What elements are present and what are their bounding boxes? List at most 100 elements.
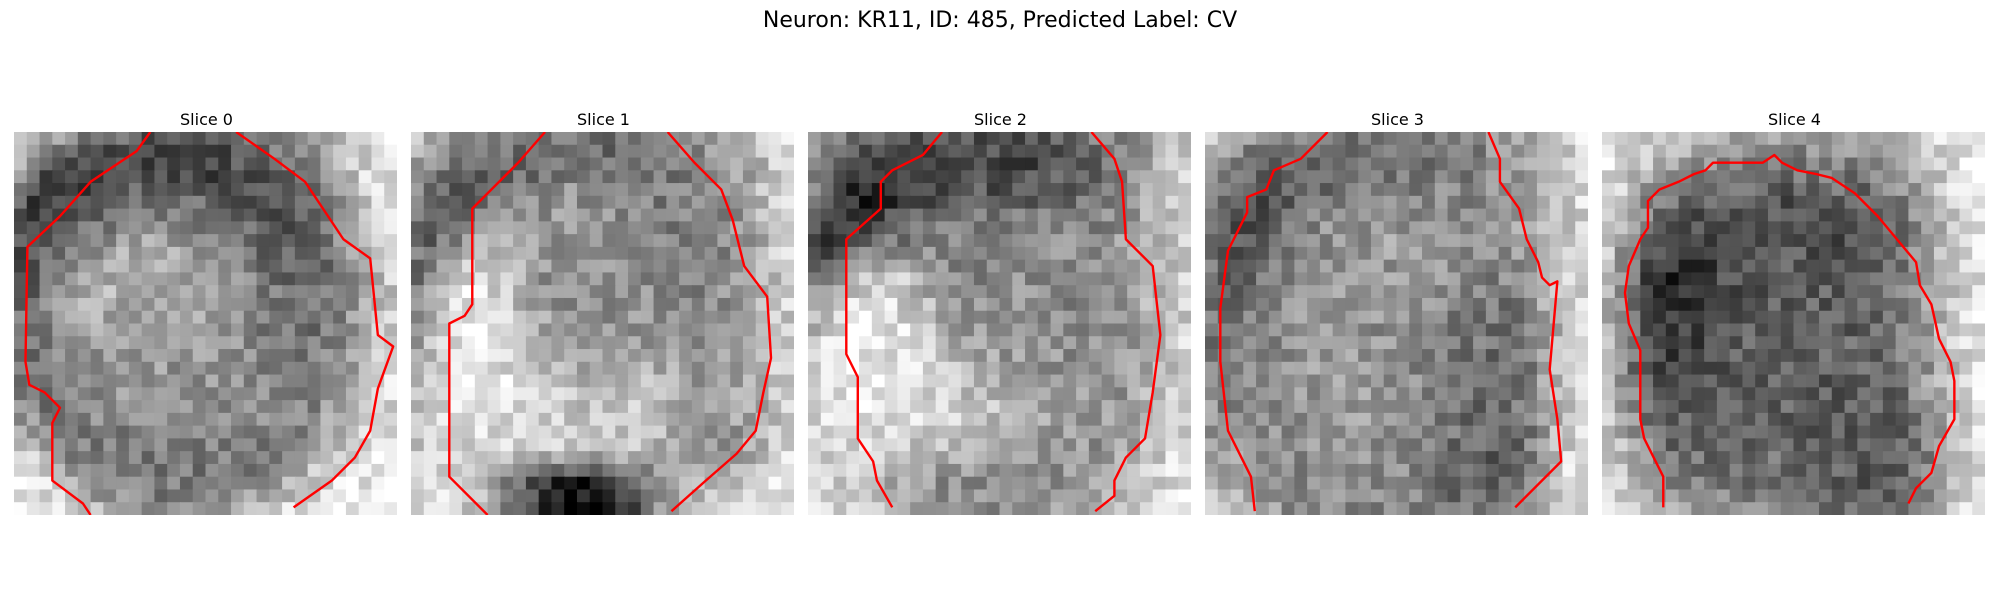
image-pixel: [371, 157, 385, 172]
image-pixel: [1114, 361, 1128, 376]
image-pixel: [513, 170, 527, 184]
image-pixel: [487, 451, 502, 465]
image-pixel: [333, 195, 347, 210]
image-pixel: [1256, 297, 1270, 312]
image-pixel: [1012, 387, 1026, 401]
image-pixel: [717, 412, 731, 427]
image-pixel: [1012, 336, 1026, 350]
image-pixel: [768, 170, 782, 184]
image-pixel: [973, 157, 988, 172]
image-pixel: [717, 272, 731, 286]
image-pixel: [1767, 272, 1782, 286]
image-pixel: [243, 451, 258, 465]
image-pixel: [1665, 323, 1680, 338]
image-pixel: [1653, 336, 1667, 350]
image-pixel: [269, 132, 283, 146]
image-pixel: [1434, 463, 1449, 478]
image-pixel: [1857, 336, 1871, 350]
image-pixel: [487, 463, 502, 478]
image-pixel: [935, 438, 950, 452]
image-pixel: [1076, 310, 1090, 325]
image-pixel: [820, 476, 835, 491]
image-pixel: [192, 438, 207, 452]
image-pixel: [231, 336, 245, 350]
image-pixel: [218, 361, 232, 376]
image-pixel: [1178, 476, 1191, 491]
image-pixel: [282, 310, 296, 325]
image-pixel: [1742, 374, 1756, 389]
image-pixel: [1447, 234, 1462, 248]
image-pixel: [1742, 259, 1756, 274]
image-pixel: [1742, 310, 1756, 325]
image-pixel: [1345, 157, 1359, 172]
image-pixel: [1281, 349, 1296, 363]
image-pixel: [1933, 208, 1948, 223]
image-pixel: [1729, 259, 1744, 274]
image-pixel: [513, 463, 527, 478]
image-pixel: [52, 489, 66, 503]
image-pixel: [1370, 310, 1385, 325]
image-pixel: [755, 157, 770, 172]
image-pixel: [768, 374, 782, 389]
image-pixel: [948, 489, 962, 503]
image-pixel: [52, 438, 66, 452]
image-pixel: [1396, 310, 1411, 325]
image-pixel: [1895, 502, 1910, 515]
image-pixel: [320, 132, 334, 146]
image-pixel: [1434, 285, 1449, 299]
image-pixel: [564, 387, 578, 401]
image-pixel: [640, 285, 655, 299]
image-pixel: [192, 183, 207, 197]
image-pixel: [256, 323, 271, 338]
image-pixel: [256, 246, 271, 261]
image-pixel: [411, 349, 425, 363]
image-pixel: [1396, 246, 1411, 261]
image-pixel: [1575, 489, 1588, 503]
image-pixel: [333, 144, 347, 159]
image-pixel: [231, 234, 245, 248]
image-pixel: [1114, 374, 1128, 389]
image-pixel: [679, 246, 693, 261]
image-pixel: [179, 463, 194, 478]
image-pixel: [192, 285, 207, 299]
image-pixel: [320, 438, 334, 452]
image-pixel: [781, 246, 794, 261]
image-pixel: [691, 336, 706, 350]
image-pixel: [1640, 246, 1654, 261]
image-pixel: [1460, 336, 1474, 350]
image-pixel: [1281, 234, 1296, 248]
image-pixel: [846, 463, 860, 478]
image-pixel: [1319, 412, 1334, 427]
image-pixel: [1370, 144, 1385, 159]
image-pixel: [1101, 349, 1116, 363]
image-pixel: [205, 502, 220, 515]
image-pixel: [1908, 183, 1922, 197]
image-pixel: [1895, 259, 1910, 274]
image-pixel: [1640, 285, 1654, 299]
image-pixel: [589, 476, 604, 491]
image-pixel: [859, 234, 873, 248]
image-pixel: [474, 349, 489, 363]
image-pixel: [1139, 387, 1154, 401]
image-pixel: [1243, 285, 1257, 299]
image-pixel: [551, 170, 565, 184]
image-pixel: [679, 183, 693, 197]
image-pixel: [755, 170, 770, 184]
image-pixel: [411, 297, 425, 312]
slice-panel-4: Slice 4: [1602, 108, 1987, 515]
image-pixel: [1908, 234, 1922, 248]
image-pixel: [384, 246, 397, 261]
image-pixel: [1498, 208, 1513, 223]
image-pixel: [640, 489, 655, 503]
image-pixel: [1037, 425, 1052, 440]
image-pixel: [1602, 476, 1616, 491]
image-pixel: [1972, 502, 1985, 515]
image-pixel: [384, 425, 397, 440]
image-pixel: [1498, 374, 1513, 389]
image-pixel: [551, 400, 565, 414]
image-pixel: [1345, 221, 1359, 235]
image-pixel: [704, 170, 719, 184]
image-pixel: [1434, 157, 1449, 172]
image-pixel: [973, 349, 988, 363]
image-pixel: [205, 310, 220, 325]
